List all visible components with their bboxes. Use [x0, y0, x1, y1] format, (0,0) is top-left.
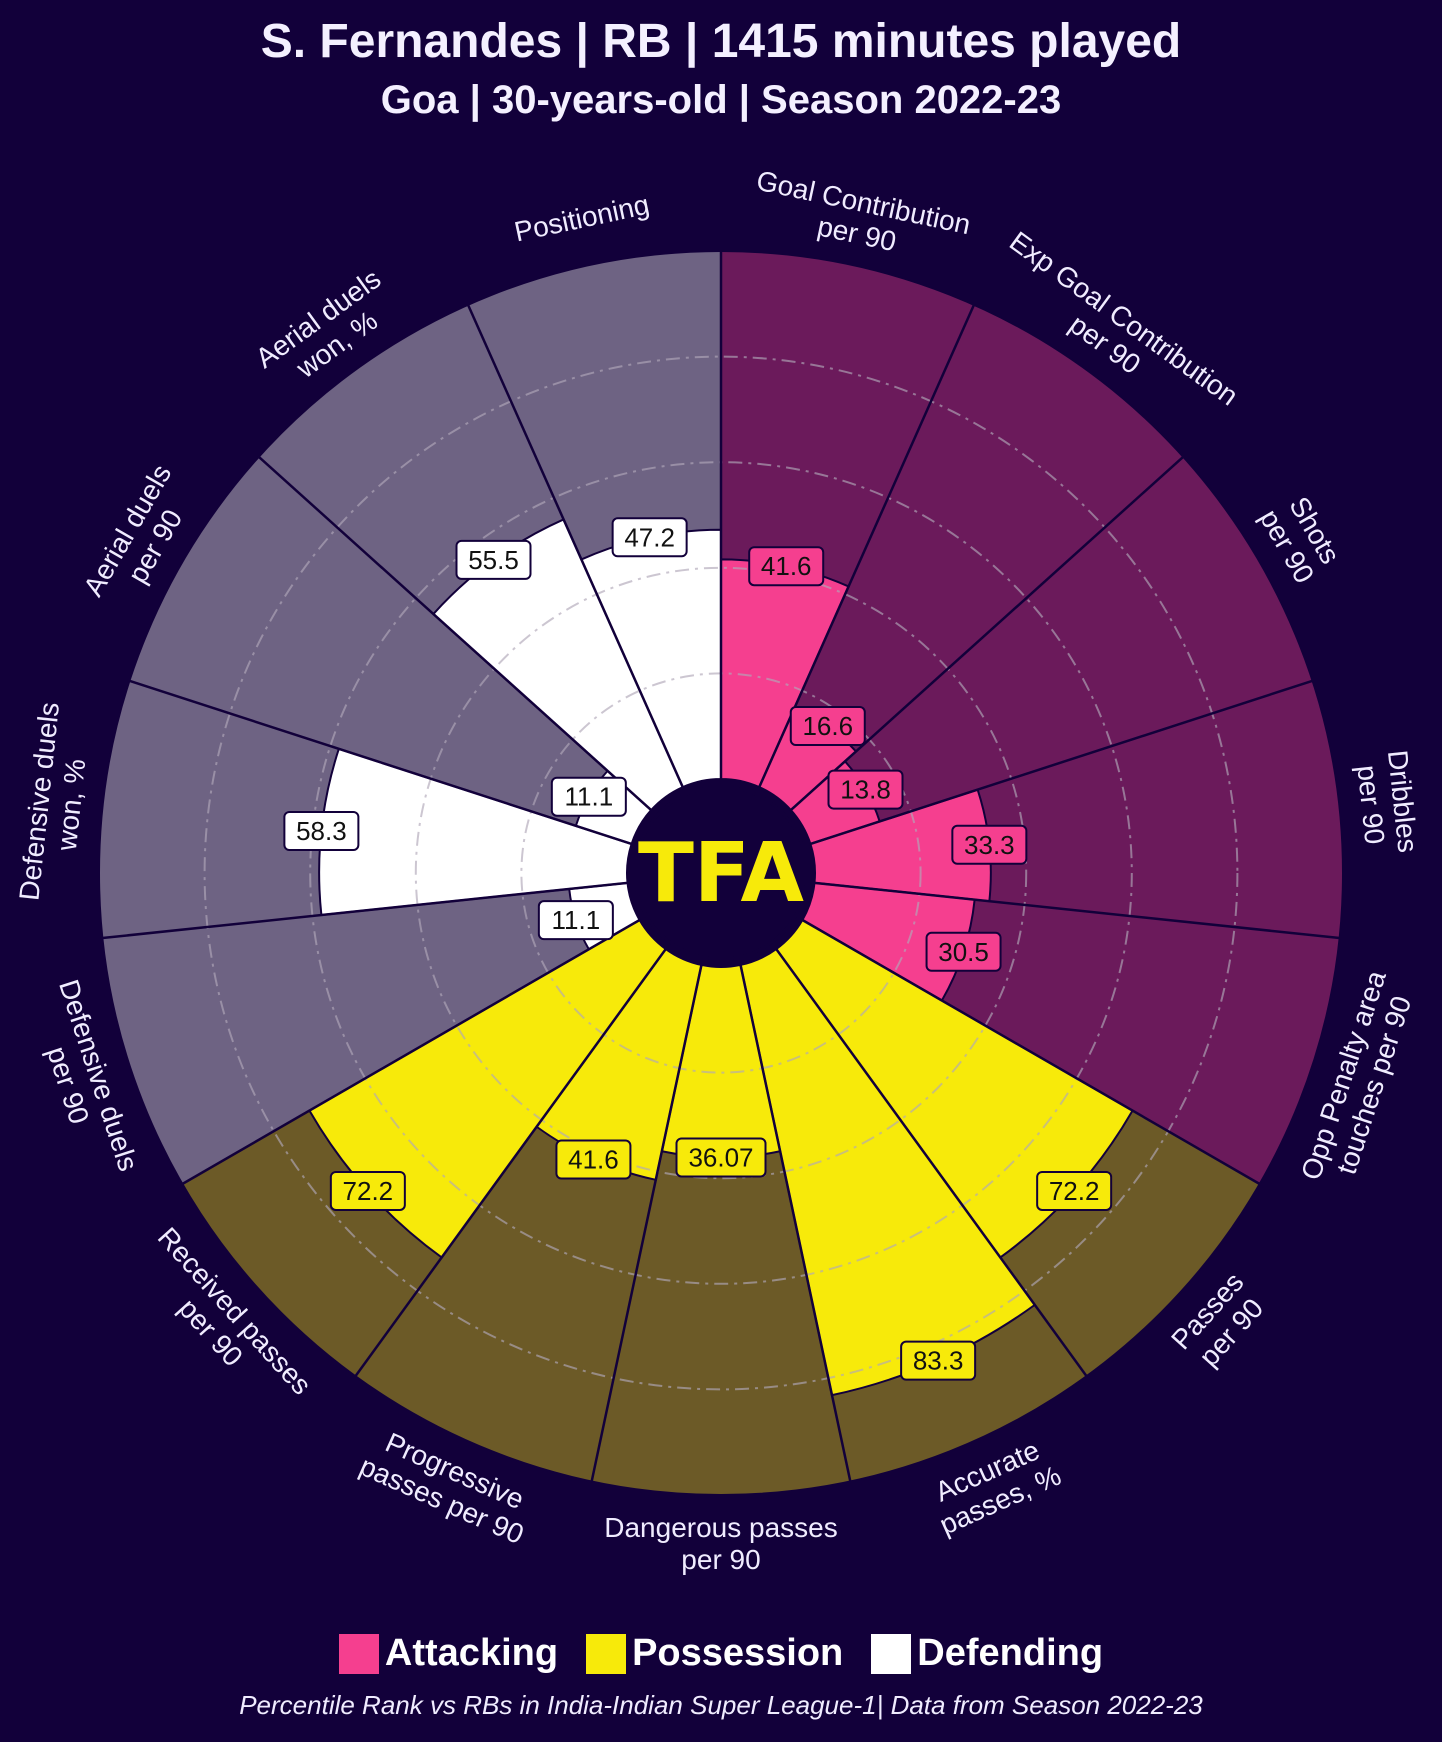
divider-line [181, 918, 641, 1186]
slice-accurate-passes [739, 947, 1037, 1397]
divider-line [354, 948, 667, 1377]
value-label-accurate-passes: 83.3 [900, 1340, 977, 1381]
legend-label-possession: Possession [632, 1632, 844, 1674]
value-text: 30.5 [938, 937, 989, 967]
footer-note: Percentile Rank vs RBs in India-Indian S… [239, 1690, 1203, 1720]
logo-text: TFA [638, 826, 805, 921]
value-label-positioning: 47.2 [611, 517, 688, 558]
value-text: 33.3 [964, 830, 1015, 860]
legend-item-possession: Possession [586, 1632, 843, 1675]
legend: Attacking Possession Defending [0, 1632, 1442, 1675]
value-text: 55.5 [468, 545, 519, 575]
chart-title: S. Fernandes | RB | 1415 minutes played [260, 15, 1182, 68]
value-text: 11.1 [552, 905, 601, 935]
value-text: 13.8 [840, 775, 891, 805]
value-label-opp-penalty-area-touches-per-90: 30.5 [925, 931, 1002, 972]
value-label-defensive-duels-per-90: 11.1 [537, 900, 614, 941]
param-label-positioning: Positioning [512, 189, 652, 248]
value-text: 41.6 [568, 1145, 619, 1175]
slice-bg-exp-goal-contribution-per-90 [759, 304, 1184, 811]
outer-ring [98, 250, 1344, 1496]
value-label-goal-contribution-per-90: 41.6 [748, 546, 825, 587]
value-label-defensive-duels-won: 58.3 [283, 810, 360, 851]
grid-ring [414, 566, 1028, 1180]
chart-subtitle: Goa | 30-years-old | Season 2022-23 [380, 78, 1062, 122]
param-label-line: per 90 [681, 1544, 760, 1575]
value-text: 72.2 [343, 1176, 394, 1206]
value-text: 41.6 [761, 551, 812, 581]
slice-bg-defensive-duels-per-90 [102, 882, 640, 1184]
value-label-dribbles-per-90: 33.3 [951, 824, 1028, 865]
slice-aerial-duels-won [431, 518, 685, 812]
divider-line [102, 881, 628, 940]
value-text: 83.3 [913, 1346, 964, 1376]
slice-defensive-duels-won [318, 747, 633, 917]
slice-bg-aerial-duels-per-90 [129, 456, 652, 844]
value-text: 58.3 [296, 816, 347, 846]
value-label-exp-goal-contribution-per-90: 16.6 [789, 706, 866, 747]
divider-line [466, 304, 684, 788]
slice-bg-dangerous-passes-per-90 [591, 964, 851, 1496]
value-text: 11.1 [564, 782, 613, 812]
divider-line [790, 455, 1185, 812]
value-label-progressive-passes-per-90: 41.6 [555, 1139, 632, 1180]
divider-line [739, 964, 852, 1482]
legend-item-defending: Defending [871, 1632, 1103, 1675]
divider-line [810, 679, 1313, 846]
value-text: 16.6 [802, 711, 853, 741]
param-label-line: Dangerous passes [604, 1512, 837, 1543]
value-label-dangerous-passes-per-90: 36.07 [675, 1137, 767, 1178]
divider-line [801, 918, 1261, 1186]
legend-label-attacking: Attacking [384, 1632, 559, 1674]
legend-swatch-defending [871, 1633, 912, 1674]
legend-swatch-possession [586, 1633, 627, 1674]
value-label-aerial-duels-per-90: 11.1 [550, 776, 627, 817]
value-text: 72.2 [1049, 1176, 1100, 1206]
divider-line [814, 881, 1340, 940]
value-labels: 41.6 16.6 13.8 33.3 30.5 72.2 83.3 36.07 41.6 72.… [283, 517, 1113, 1381]
value-label-passes-per-90: 72.2 [1036, 1170, 1113, 1211]
value-text: 47.2 [624, 522, 675, 552]
slice-dividers [98, 250, 1344, 1496]
param-label-line: Positioning [512, 189, 652, 248]
grid-ring [203, 355, 1239, 1391]
value-label-aerial-duels-won: 55.5 [455, 539, 532, 580]
divider-line [775, 948, 1088, 1377]
center-logo: TFA [633, 785, 809, 961]
legend-item-attacking: Attacking [338, 1632, 559, 1675]
value-label-received-passes-per-90: 72.2 [329, 1170, 406, 1211]
divider-line [129, 679, 632, 846]
value-label-shots-per-90: 13.8 [827, 769, 904, 810]
slice-bg-shots-per-90 [790, 456, 1313, 844]
legend-label-defending: Defending [917, 1632, 1104, 1674]
legend-swatch-attacking [338, 1633, 379, 1674]
logo-circle [633, 785, 809, 961]
slice-values [308, 518, 1134, 1397]
divider-line [590, 964, 703, 1482]
divider-line [257, 455, 652, 812]
value-text: 36.07 [688, 1142, 753, 1172]
